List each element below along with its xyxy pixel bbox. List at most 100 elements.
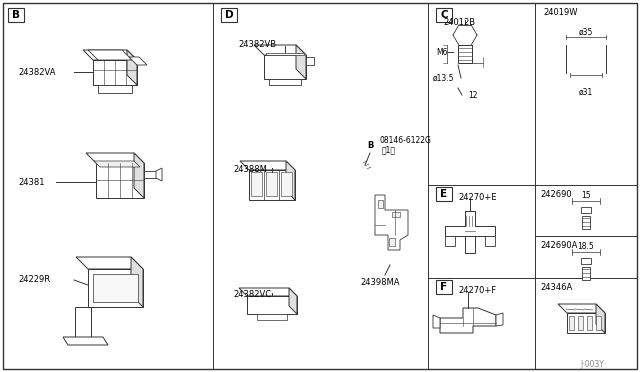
Text: 24012B: 24012B	[443, 18, 475, 27]
Polygon shape	[558, 304, 605, 313]
Polygon shape	[251, 172, 262, 196]
Polygon shape	[445, 211, 495, 236]
Text: 08146-6122G: 08146-6122G	[380, 135, 432, 144]
Circle shape	[249, 289, 257, 297]
Text: 12: 12	[468, 90, 477, 99]
Polygon shape	[76, 257, 143, 269]
Circle shape	[275, 289, 283, 297]
Polygon shape	[596, 304, 605, 333]
Polygon shape	[88, 269, 143, 307]
Ellipse shape	[566, 67, 606, 79]
Polygon shape	[93, 274, 138, 302]
Text: D: D	[225, 10, 234, 20]
Polygon shape	[375, 195, 408, 250]
Polygon shape	[144, 171, 156, 178]
Circle shape	[457, 27, 473, 43]
Bar	[436, 280, 452, 294]
Bar	[596, 316, 601, 330]
Text: J·003Y·: J·003Y·	[580, 360, 606, 369]
Polygon shape	[254, 45, 306, 55]
Polygon shape	[567, 313, 605, 333]
Text: 24398MA: 24398MA	[360, 278, 399, 287]
Bar	[389, 238, 395, 246]
Text: 15: 15	[581, 190, 591, 199]
Polygon shape	[582, 267, 590, 280]
Polygon shape	[127, 50, 137, 85]
Polygon shape	[249, 170, 295, 200]
Polygon shape	[86, 153, 144, 163]
Bar	[436, 8, 452, 22]
Polygon shape	[281, 172, 292, 196]
Text: E: E	[440, 189, 447, 199]
Text: 24388M: 24388M	[233, 165, 267, 174]
Text: B: B	[12, 10, 20, 20]
Polygon shape	[96, 163, 144, 198]
Polygon shape	[496, 313, 503, 326]
Ellipse shape	[566, 39, 606, 51]
Polygon shape	[240, 161, 295, 170]
Circle shape	[155, 172, 163, 180]
Text: 24382VA: 24382VA	[18, 67, 56, 77]
Text: 24382VC: 24382VC	[233, 290, 271, 299]
Polygon shape	[75, 307, 91, 342]
Text: ø35: ø35	[579, 28, 593, 36]
Polygon shape	[266, 172, 277, 196]
Text: 24019W: 24019W	[543, 8, 577, 17]
Bar	[578, 316, 583, 330]
Polygon shape	[286, 161, 295, 200]
Text: ø31: ø31	[579, 88, 593, 97]
Text: 242690A: 242690A	[540, 241, 577, 250]
Bar	[587, 316, 592, 330]
Polygon shape	[88, 50, 132, 60]
Bar	[8, 8, 24, 22]
Polygon shape	[306, 57, 314, 65]
Bar	[221, 8, 237, 22]
Polygon shape	[445, 236, 455, 246]
Text: 24382VB: 24382VB	[238, 40, 276, 49]
Text: 24381: 24381	[18, 177, 45, 186]
Ellipse shape	[575, 250, 597, 258]
Polygon shape	[582, 216, 590, 229]
Bar	[569, 316, 574, 330]
Circle shape	[487, 238, 493, 244]
Polygon shape	[247, 296, 297, 314]
Ellipse shape	[577, 261, 595, 267]
Polygon shape	[93, 60, 137, 85]
Polygon shape	[266, 53, 304, 55]
Text: 24270+F: 24270+F	[458, 286, 496, 295]
Bar	[392, 212, 400, 217]
Ellipse shape	[575, 199, 597, 207]
Circle shape	[447, 238, 453, 244]
Text: 242690: 242690	[540, 190, 572, 199]
Polygon shape	[98, 85, 132, 93]
Polygon shape	[264, 55, 306, 79]
Polygon shape	[433, 315, 440, 328]
Polygon shape	[581, 207, 591, 213]
Polygon shape	[296, 45, 306, 79]
Polygon shape	[269, 79, 301, 85]
Polygon shape	[134, 153, 144, 198]
Polygon shape	[485, 236, 495, 246]
Text: B: B	[367, 141, 373, 150]
Polygon shape	[465, 236, 475, 253]
Polygon shape	[129, 57, 147, 65]
Polygon shape	[63, 337, 108, 345]
Polygon shape	[131, 257, 143, 307]
Text: F: F	[440, 282, 447, 292]
Text: 24346A: 24346A	[540, 283, 572, 292]
Polygon shape	[94, 161, 140, 167]
Circle shape	[72, 339, 77, 343]
Polygon shape	[257, 314, 287, 320]
Ellipse shape	[577, 210, 595, 216]
Text: 24229R: 24229R	[18, 276, 50, 285]
Polygon shape	[239, 288, 297, 296]
Polygon shape	[458, 45, 472, 63]
Text: C: C	[440, 10, 448, 20]
Text: （1）: （1）	[382, 145, 396, 154]
Text: 24270+E: 24270+E	[458, 193, 497, 202]
Polygon shape	[289, 288, 297, 314]
Text: ø13.5: ø13.5	[433, 74, 454, 83]
Circle shape	[362, 137, 378, 153]
Polygon shape	[156, 168, 162, 181]
Text: 18.5: 18.5	[578, 241, 595, 250]
